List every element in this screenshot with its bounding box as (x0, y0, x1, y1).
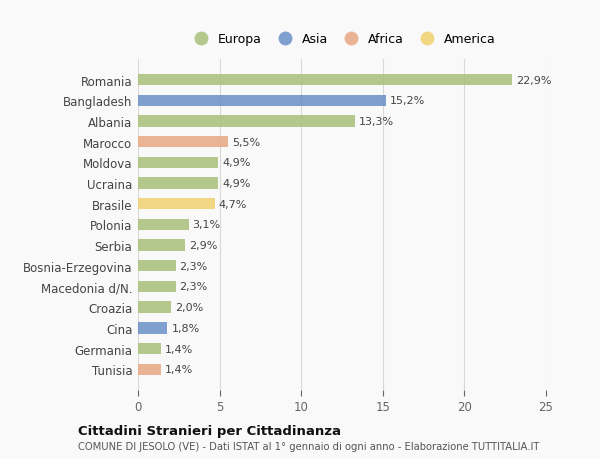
Text: COMUNE DI JESOLO (VE) - Dati ISTAT al 1° gennaio di ogni anno - Elaborazione TUT: COMUNE DI JESOLO (VE) - Dati ISTAT al 1°… (78, 441, 539, 451)
Bar (138, 75, 512, 86)
Text: 2,3%: 2,3% (179, 282, 208, 292)
Text: 4,9%: 4,9% (222, 179, 250, 189)
Text: 3,1%: 3,1% (193, 220, 221, 230)
Bar (138, 137, 228, 148)
Text: 4,7%: 4,7% (219, 199, 247, 209)
Bar (138, 343, 161, 354)
Legend: Europa, Asia, Africa, America: Europa, Asia, Africa, America (184, 29, 500, 50)
Text: 13,3%: 13,3% (359, 117, 394, 127)
Bar (138, 281, 176, 292)
Bar (138, 323, 167, 334)
Text: 4,9%: 4,9% (222, 158, 250, 168)
Text: 1,4%: 1,4% (165, 344, 193, 354)
Text: 2,3%: 2,3% (179, 261, 208, 271)
Bar (138, 261, 176, 272)
Text: 5,5%: 5,5% (232, 137, 260, 147)
Bar (138, 240, 185, 251)
Text: 15,2%: 15,2% (390, 96, 425, 106)
Bar (138, 95, 386, 106)
Text: 22,9%: 22,9% (516, 75, 551, 85)
Bar (138, 364, 161, 375)
Bar (138, 199, 215, 210)
Bar (138, 157, 218, 168)
Bar (138, 219, 188, 230)
Text: 2,9%: 2,9% (190, 241, 218, 251)
Text: 1,4%: 1,4% (165, 364, 193, 375)
Text: Cittadini Stranieri per Cittadinanza: Cittadini Stranieri per Cittadinanza (78, 424, 341, 437)
Bar (138, 116, 355, 127)
Text: 2,0%: 2,0% (175, 302, 203, 313)
Text: 1,8%: 1,8% (172, 323, 200, 333)
Bar (138, 302, 170, 313)
Bar (138, 178, 218, 189)
